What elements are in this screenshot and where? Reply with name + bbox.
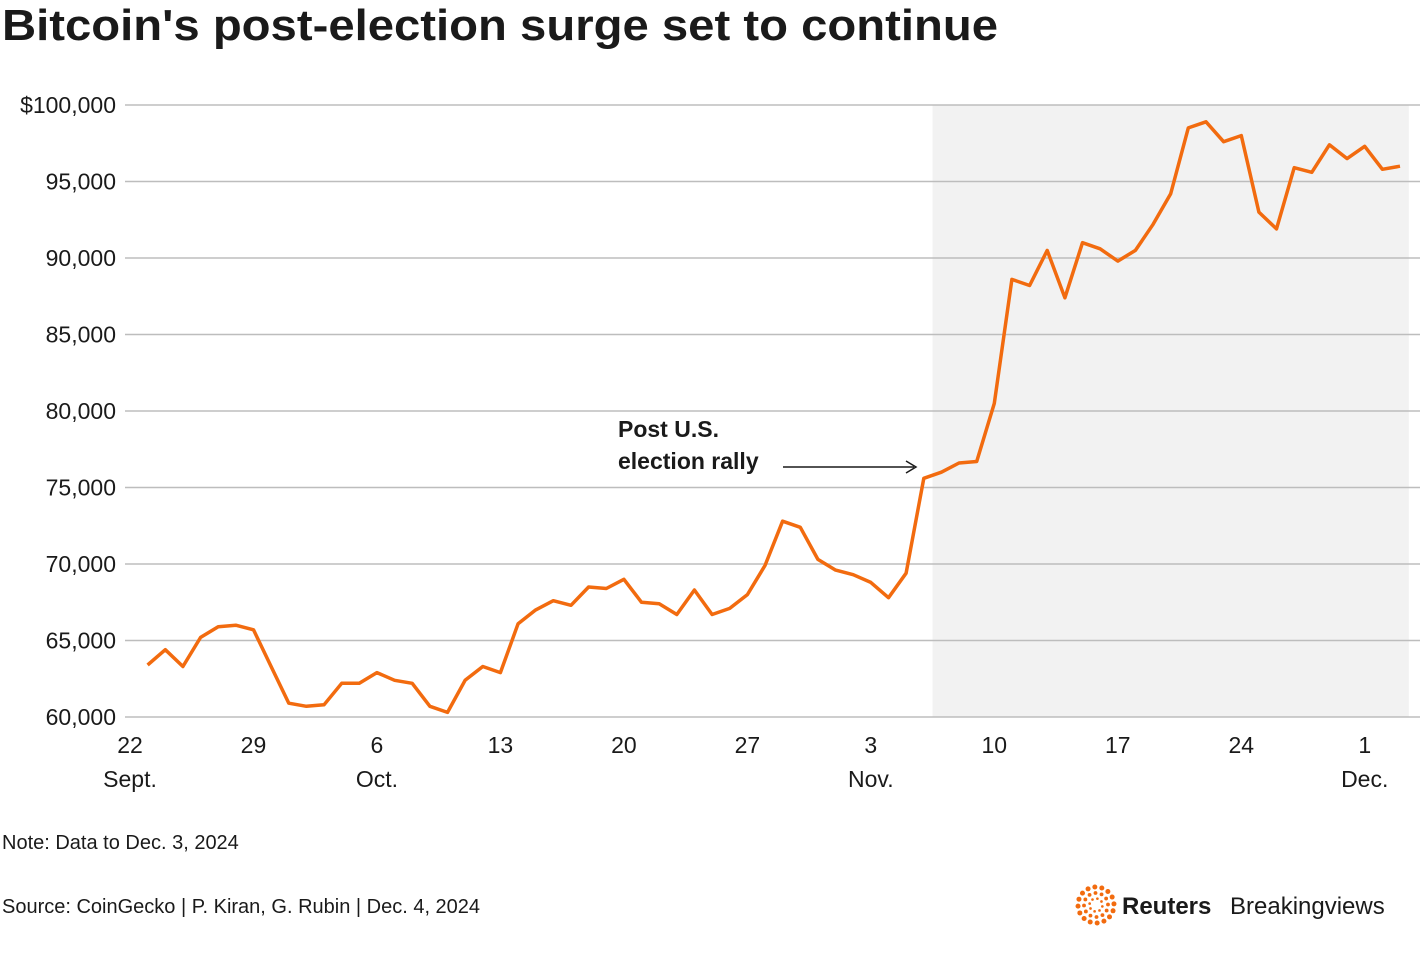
logo-dot (1075, 903, 1081, 909)
logo-dot (1085, 886, 1091, 892)
x-tick-label: 6 (371, 732, 384, 758)
x-tick-label: 29 (241, 732, 267, 758)
logo-dot (1100, 913, 1105, 918)
logo-dot (1091, 898, 1094, 901)
x-tick-month: Sept. (103, 766, 157, 792)
x-tick-label: 27 (735, 732, 761, 758)
x-tick-month: Oct. (356, 766, 398, 792)
logo-dot (1099, 885, 1105, 891)
y-tick-label: 85,000 (46, 322, 116, 348)
y-tick-label: 70,000 (46, 551, 116, 577)
logo-dot (1099, 892, 1104, 897)
logo-dot (1089, 907, 1092, 910)
x-tick-label: 20 (611, 732, 637, 758)
logo-dot (1104, 908, 1109, 913)
logo-dot (1096, 897, 1099, 900)
logo-dot (1105, 888, 1111, 894)
x-tick-month: Dec. (1341, 766, 1388, 792)
logo-dot (1079, 890, 1085, 896)
x-tick-label: 22 (117, 732, 143, 758)
logo-dot (1087, 919, 1093, 925)
note: Note: Data to Dec. 3, 2024 (2, 832, 239, 854)
logo-dot (1082, 903, 1086, 908)
x-tick-label: 3 (864, 732, 877, 758)
logo-dot (1088, 913, 1093, 918)
logo-dot (1106, 902, 1110, 907)
logo-dot (1101, 905, 1104, 908)
logo-dot (1087, 892, 1092, 897)
background-layer (125, 104, 1420, 718)
y-tick-label: 90,000 (46, 245, 116, 271)
logo-dot (1111, 901, 1117, 907)
logo-dot (1107, 914, 1113, 920)
x-tick-month: Nov. (848, 766, 894, 792)
logo-dot (1081, 916, 1087, 922)
annotation: Post U.S. (618, 416, 719, 442)
chart-title: Bitcoin's post-election surge set to con… (2, 1, 998, 50)
logo-dot (1083, 909, 1088, 914)
x-tick-label: 24 (1228, 732, 1254, 758)
annotation-arrowhead (905, 460, 918, 474)
logo-dot (1110, 908, 1116, 914)
logo-dot (1094, 915, 1099, 919)
logo-dot (1093, 891, 1098, 895)
logo-dot (1100, 900, 1103, 903)
source: Source: CoinGecko | P. Kiran, G. Rubin |… (2, 896, 480, 918)
brand-name: Breakingviews (1230, 893, 1385, 920)
y-tick-label: 60,000 (46, 704, 116, 730)
y-tick-label: $100,000 (20, 92, 116, 118)
x-tick-label: 13 (488, 732, 514, 758)
logo-dot (1077, 910, 1083, 916)
logo-dot (1076, 896, 1082, 902)
brand-name: Reuters (1122, 893, 1211, 920)
logo-dot (1093, 910, 1096, 913)
logo-dot (1098, 909, 1101, 912)
x-tick-label: 10 (982, 732, 1008, 758)
x-tick-label: 17 (1105, 732, 1131, 758)
y-tick-label: 65,000 (46, 628, 116, 654)
logo-dot (1104, 896, 1109, 901)
logo-dot (1094, 920, 1100, 926)
price-line (146, 120, 1401, 715)
logo-dot (1088, 902, 1091, 905)
x-tick-label: 1 (1358, 732, 1371, 758)
y-tick-label: 80,000 (46, 398, 116, 424)
annotation: election rally (618, 448, 759, 474)
y-tick-label: 95,000 (46, 169, 116, 195)
brand-logo (1075, 884, 1117, 926)
logo-dot (1101, 918, 1107, 924)
logo-dot (1109, 894, 1115, 900)
y-tick-label: 75,000 (46, 475, 116, 501)
logo-dot (1092, 884, 1098, 890)
logo-dot (1083, 897, 1088, 902)
